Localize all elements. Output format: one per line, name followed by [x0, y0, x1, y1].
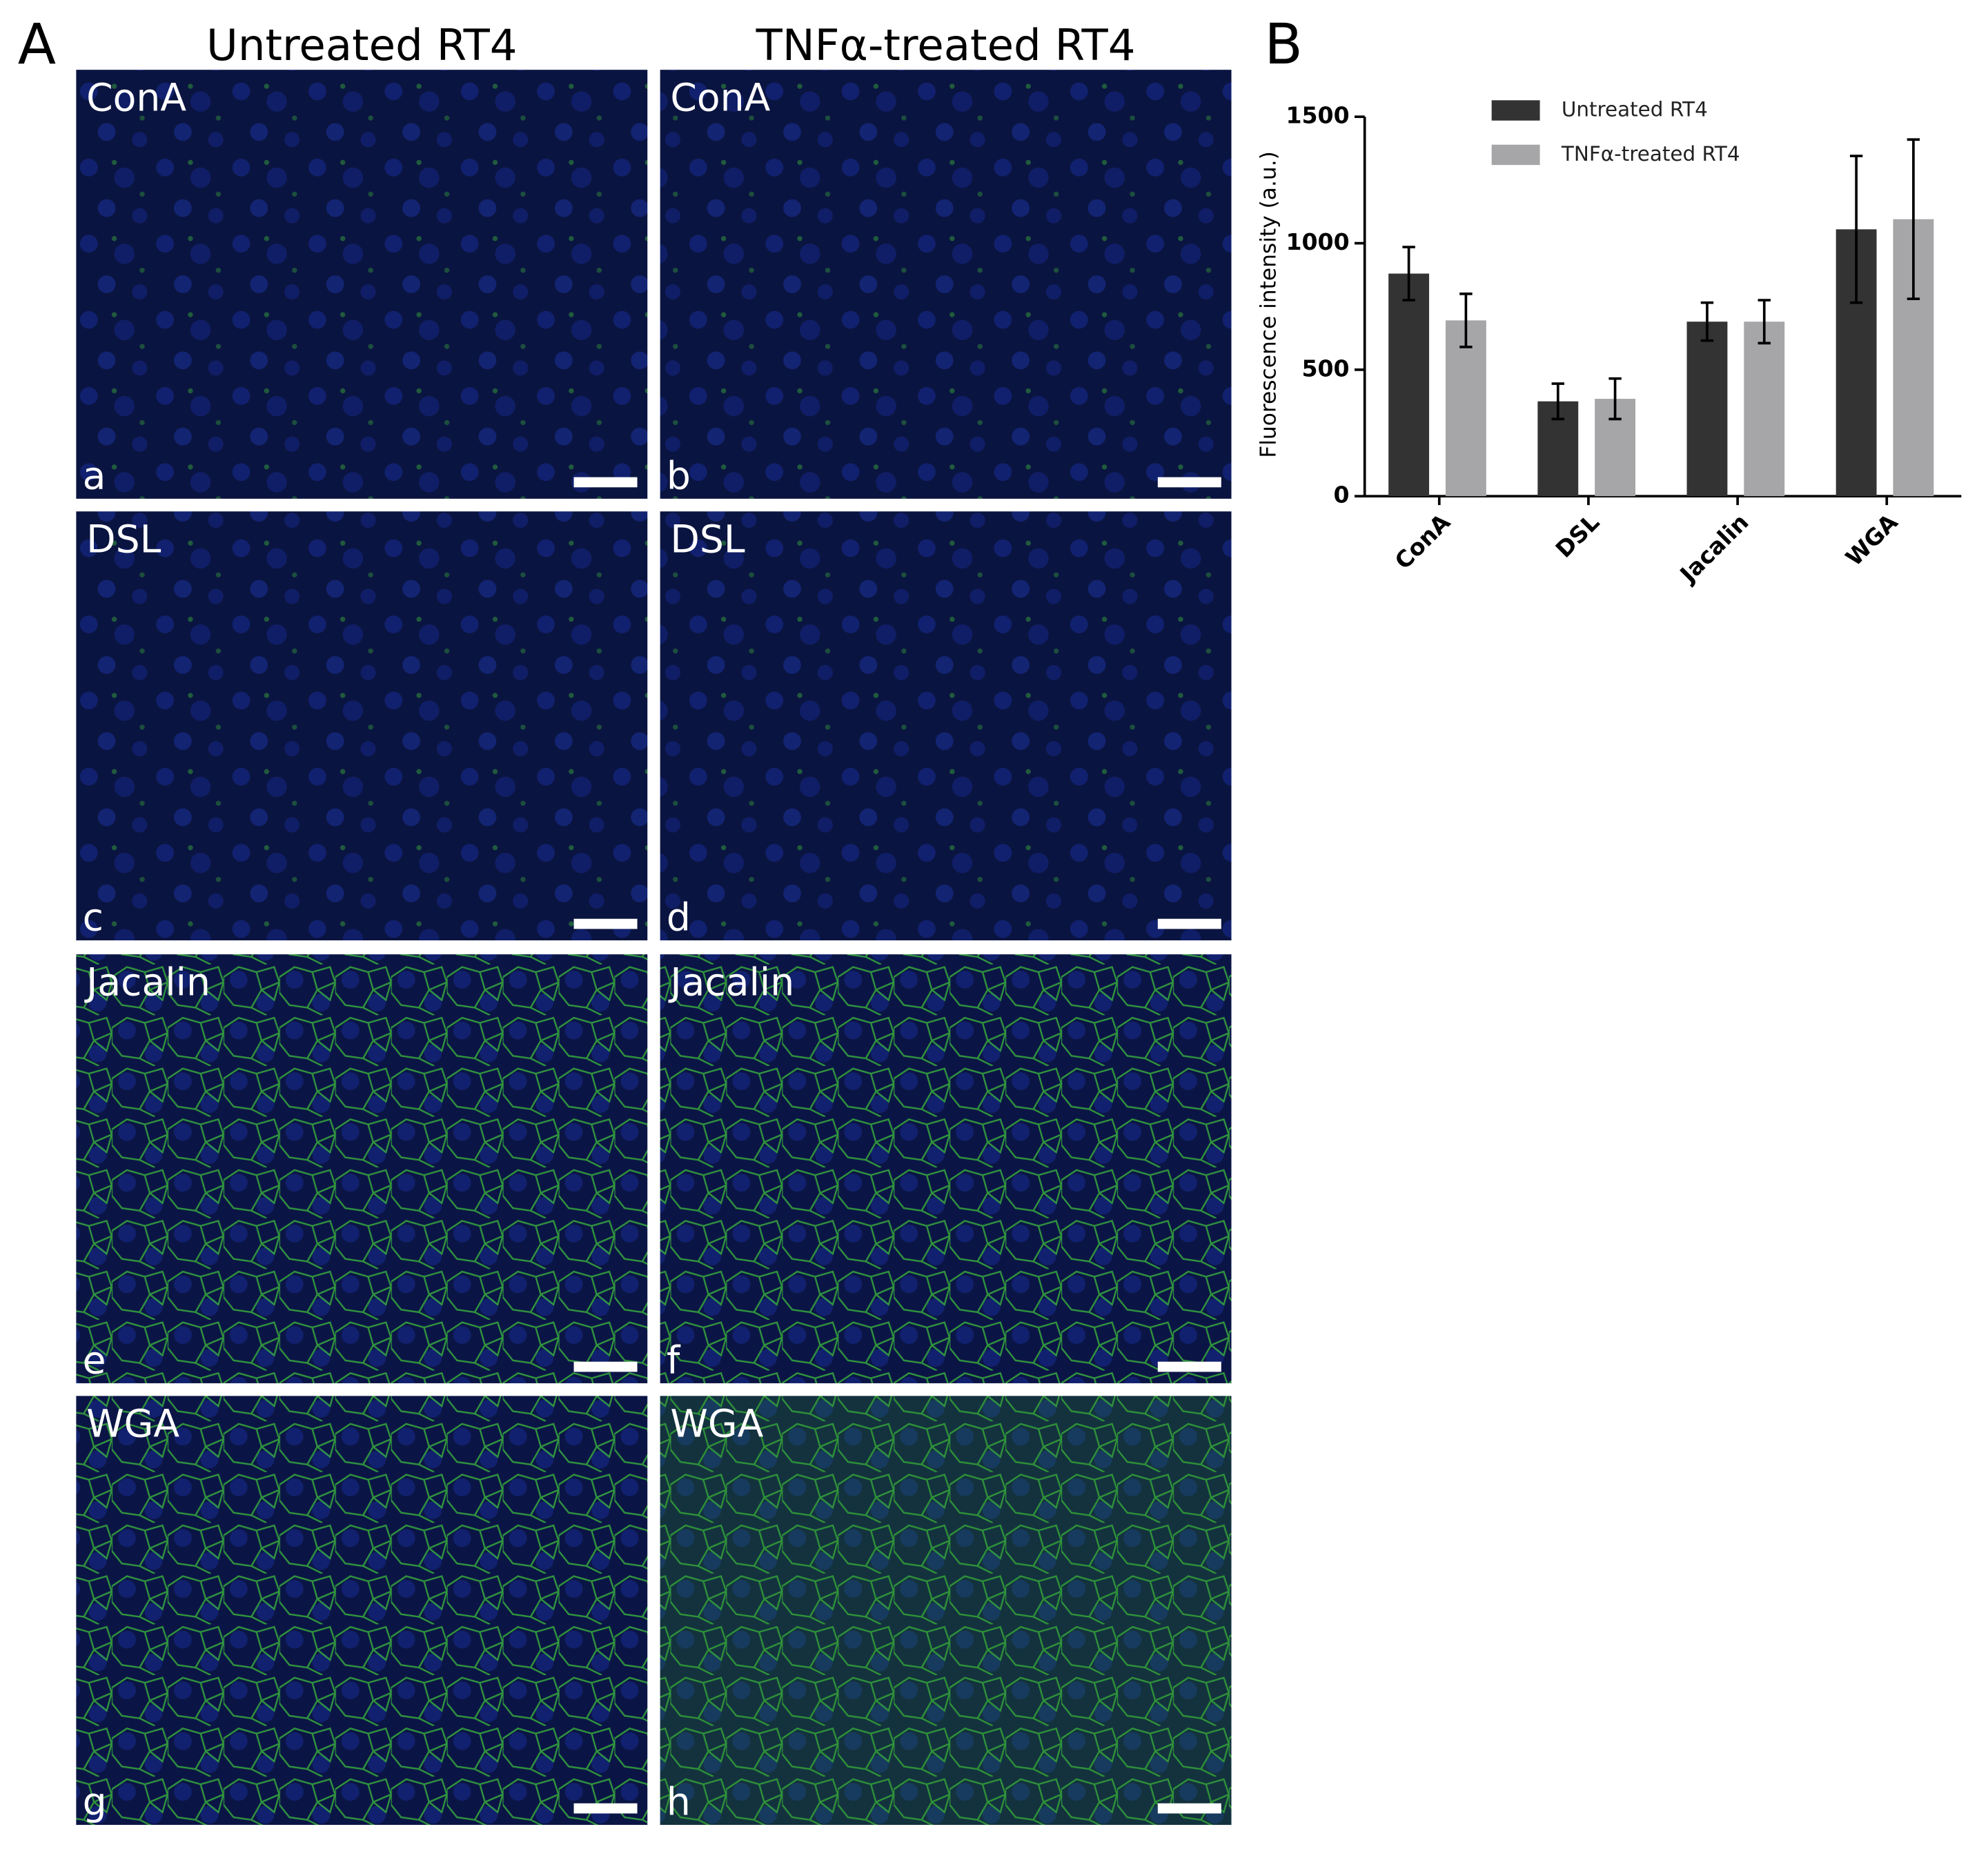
y-tick-label: 0	[1334, 482, 1350, 508]
scale-bar	[573, 1361, 638, 1372]
scale-bar	[1157, 918, 1221, 929]
stain-label: DSL	[670, 518, 745, 562]
stain-label: Jacalin	[84, 960, 210, 1005]
bar	[1744, 322, 1785, 497]
x-tick-label: WGA	[1840, 508, 1903, 571]
micrograph	[660, 1396, 1232, 1826]
bar	[1388, 273, 1430, 497]
y-axis-label: Fluorescence intensity (a.u.)	[1257, 151, 1281, 458]
x-tick-label: ConA	[1390, 508, 1456, 575]
column-title: Untreated RT4	[206, 20, 518, 70]
panel-label: B	[1264, 12, 1303, 77]
bar	[1686, 322, 1728, 497]
stain-label: WGA	[86, 1403, 179, 1447]
stain-label: DSL	[86, 518, 161, 562]
panel-label: A	[18, 12, 56, 77]
panel-letter: c	[83, 896, 104, 940]
legend-swatch	[1491, 100, 1540, 121]
micrograph	[660, 70, 1232, 499]
bar	[1445, 320, 1486, 497]
scale-bar	[1157, 1803, 1221, 1814]
micrograph	[76, 1396, 648, 1826]
scale-bar	[573, 918, 638, 929]
panel-letter: g	[83, 1781, 107, 1825]
scale-bar	[573, 1803, 638, 1814]
panel-letter: d	[667, 896, 691, 940]
stain-label: ConA	[670, 76, 770, 120]
legend-swatch	[1491, 144, 1540, 166]
legend-label: Untreated RT4	[1562, 98, 1708, 121]
micrograph-overlay	[660, 1396, 1232, 1826]
micrograph	[76, 511, 648, 940]
micrograph	[660, 954, 1232, 1383]
scale-bar	[573, 477, 638, 488]
column-title: TNFα-treated RT4	[756, 20, 1136, 70]
panel-letter: b	[667, 455, 691, 499]
x-tick-label: DSL	[1551, 508, 1605, 563]
scale-bar	[1157, 1361, 1221, 1372]
legend-label: TNFα-treated RT4	[1561, 142, 1740, 166]
stain-label: ConA	[86, 76, 186, 120]
micrograph	[660, 511, 1232, 940]
y-tick-label: 1500	[1286, 102, 1349, 129]
x-tick-label: Jacalin	[1674, 508, 1754, 589]
micrograph	[76, 954, 648, 1383]
panel-letter: a	[83, 455, 106, 499]
stain-label: Jacalin	[668, 960, 794, 1005]
y-tick-label: 1000	[1286, 228, 1349, 255]
y-tick-label: 500	[1301, 355, 1349, 382]
scale-bar	[1157, 477, 1221, 488]
panel-letter: e	[83, 1339, 106, 1383]
panel-letter: h	[667, 1781, 691, 1825]
micrograph	[76, 70, 648, 499]
stain-label: WGA	[670, 1403, 763, 1447]
panel-letter: f	[667, 1339, 681, 1383]
